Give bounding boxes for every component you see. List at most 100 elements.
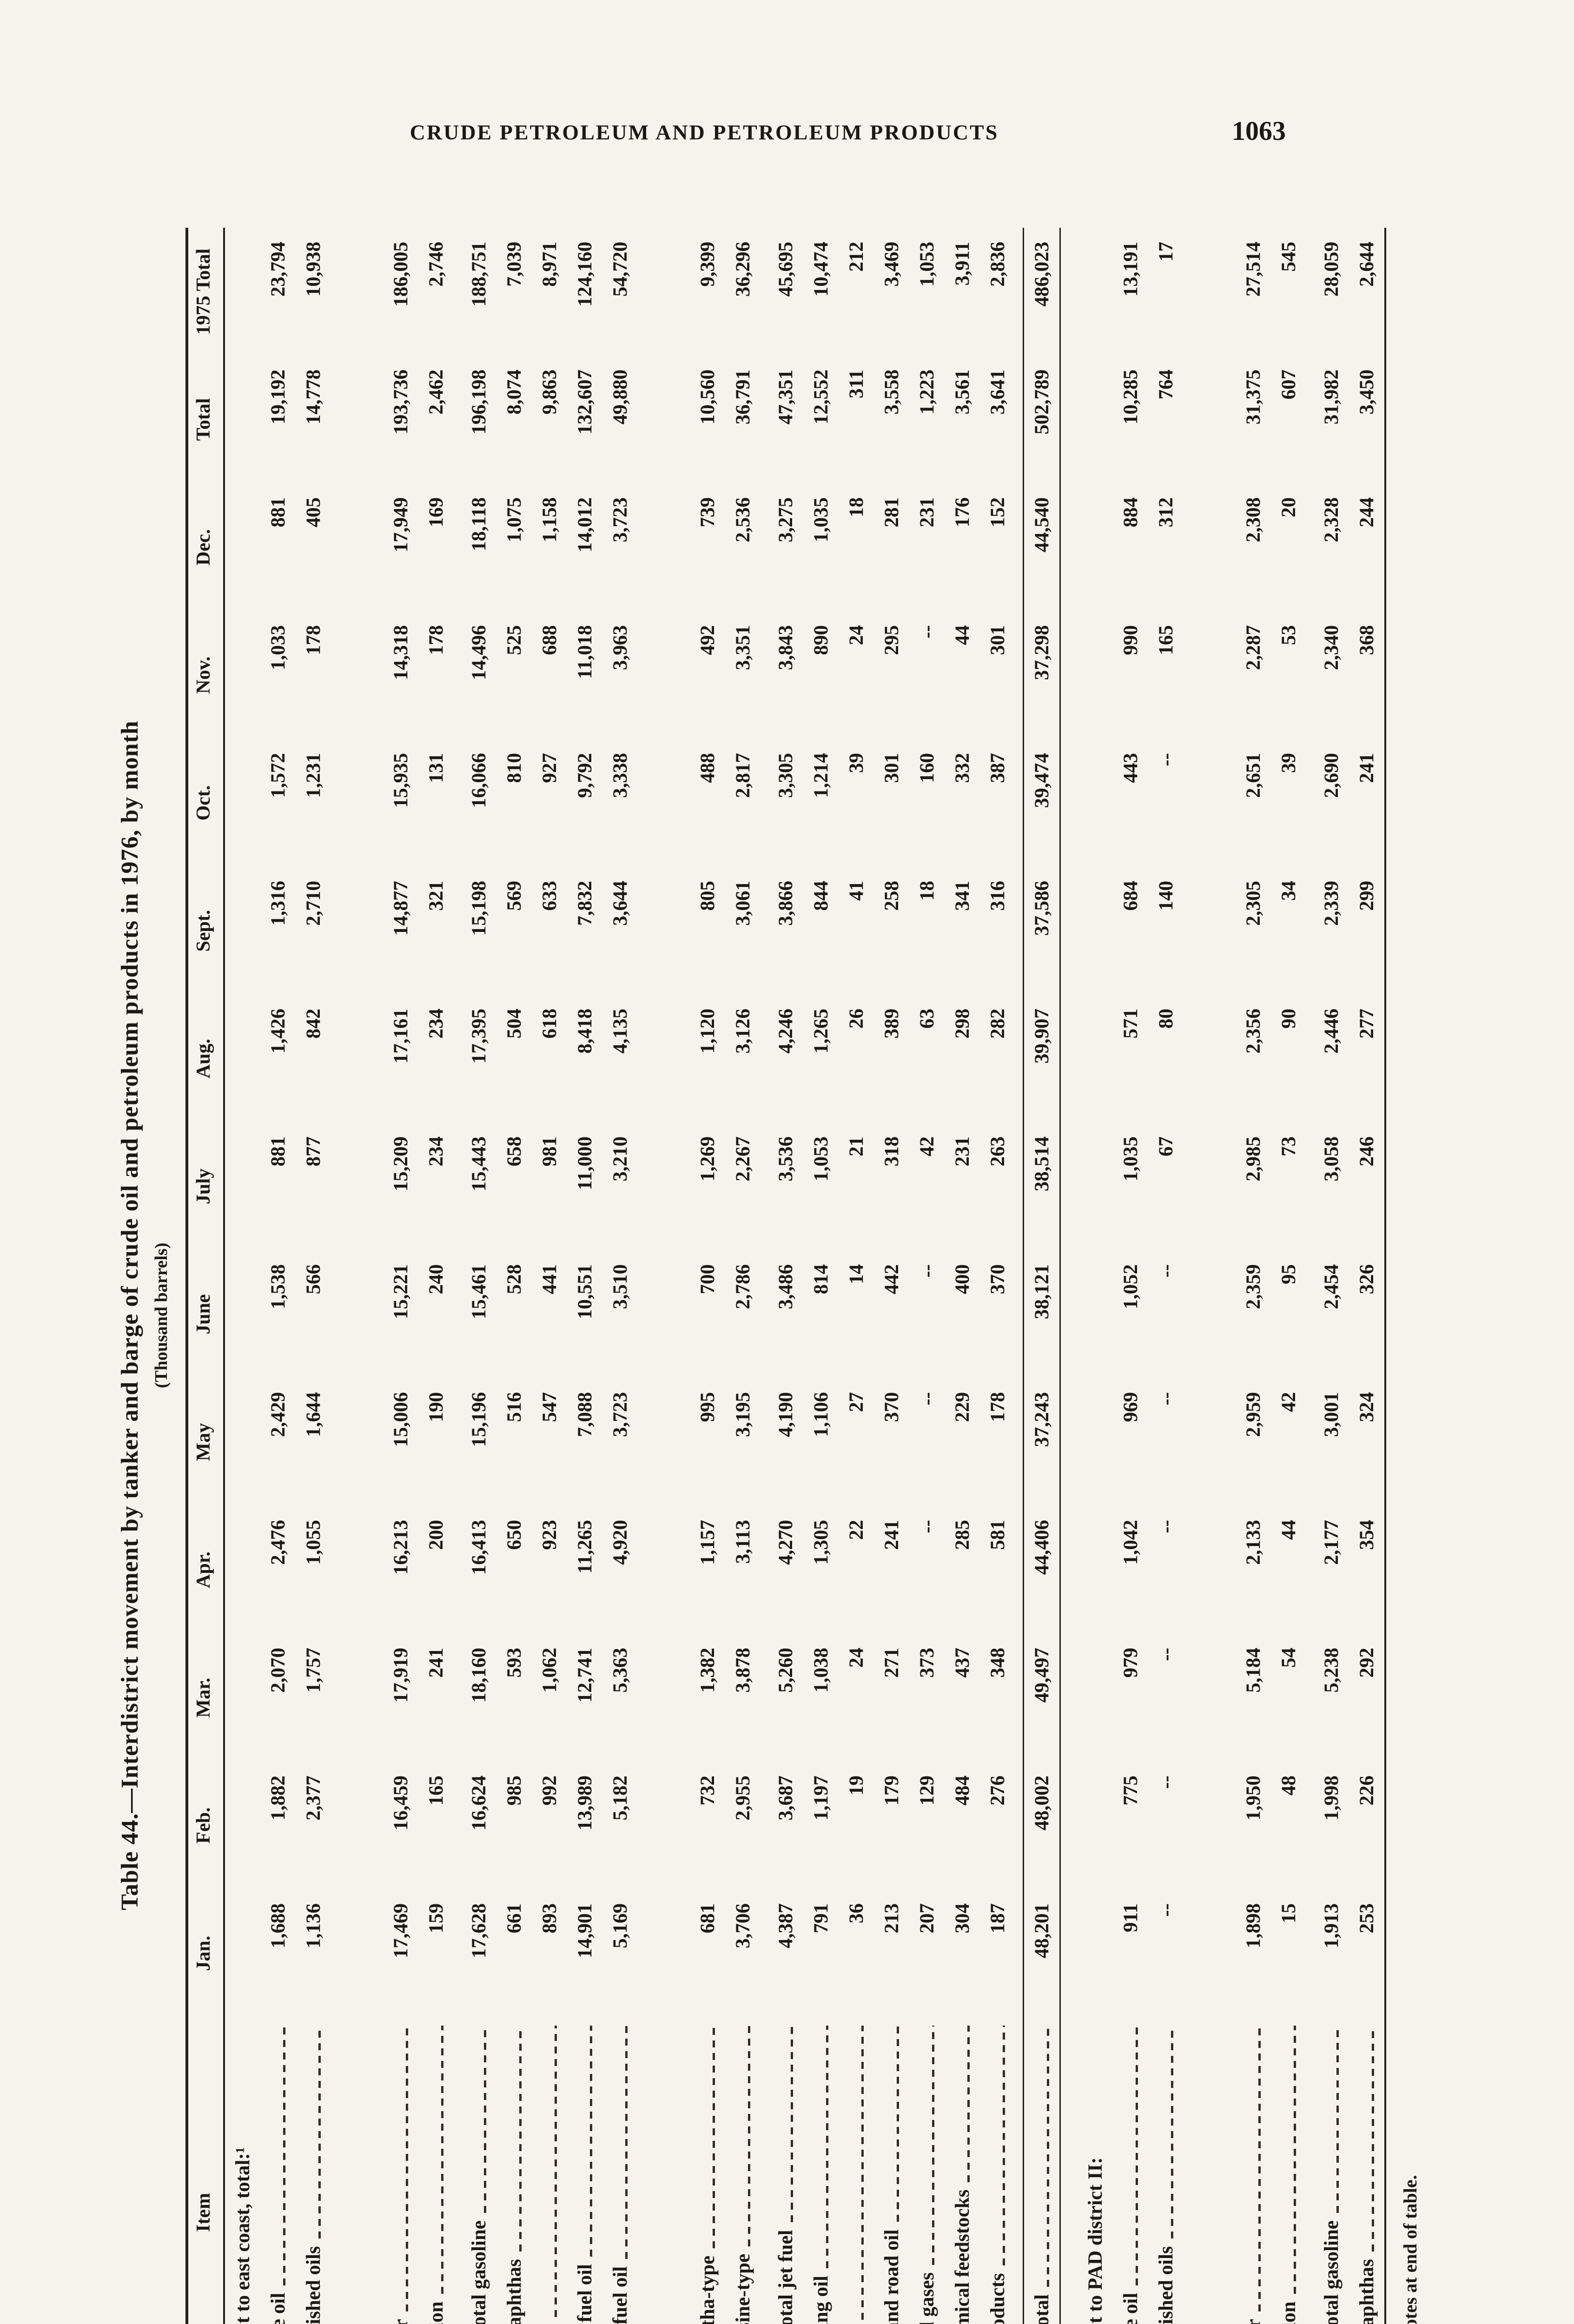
cell: 370 bbox=[880, 1392, 903, 1422]
cell: 178 bbox=[425, 625, 447, 655]
cell: 3,878 bbox=[732, 1648, 754, 1693]
table-row bbox=[1306, 228, 1314, 2324]
cell: 985 bbox=[503, 1776, 525, 1806]
cell: 17,919 bbox=[390, 1648, 412, 1703]
column-header: June bbox=[187, 1250, 225, 1378]
cell: 633 bbox=[538, 881, 561, 911]
cell: 241 bbox=[880, 1520, 903, 1550]
row-label-cell: Liquefied gases bbox=[909, 2017, 945, 2324]
cell: -- bbox=[1155, 1392, 1177, 1406]
cell: 10,285 bbox=[1119, 370, 1142, 425]
cell: 48 bbox=[1277, 1776, 1300, 1796]
cell: 17,395 bbox=[468, 1009, 490, 1064]
dash-leader bbox=[861, 2026, 864, 2324]
dash-leader bbox=[967, 2026, 970, 2182]
cell: 1,913 bbox=[1320, 1903, 1343, 1948]
cell: 7,088 bbox=[574, 1392, 596, 1437]
cell: 1,998 bbox=[1320, 1776, 1343, 1821]
cell: 271 bbox=[880, 1648, 903, 1678]
cell: 14,318 bbox=[390, 625, 412, 680]
cell: 1,120 bbox=[696, 1009, 719, 1054]
cell: 16,213 bbox=[390, 1520, 412, 1575]
dash-leader bbox=[712, 2026, 715, 2248]
cell: 1,035 bbox=[810, 497, 832, 542]
cell: 979 bbox=[1119, 1648, 1142, 1678]
cell: 1,062 bbox=[538, 1648, 561, 1693]
cell: 3,338 bbox=[609, 753, 631, 798]
row-label-cell: Gasoline: bbox=[1200, 2017, 1236, 2324]
cell: 4,135 bbox=[609, 1009, 631, 1054]
table-row bbox=[638, 228, 655, 2324]
cell: 681 bbox=[696, 1903, 719, 1934]
cell: 19,192 bbox=[267, 370, 289, 425]
row-label: Aviation bbox=[1277, 2302, 1300, 2324]
table-row: Motor 1,898 1,950 5,184 2,133 2,959 2,359 2,985… bbox=[1236, 228, 1271, 2324]
cell: 525 bbox=[503, 625, 525, 655]
dash-leader bbox=[318, 2026, 321, 2239]
cell: 547 bbox=[538, 1392, 561, 1422]
cell: 1,644 bbox=[302, 1392, 324, 1437]
cell: 15,221 bbox=[390, 1264, 412, 1320]
row-label-cell: Gulf coast to PAD district II: bbox=[1078, 2017, 1113, 2324]
cell: 2,476 bbox=[267, 1520, 289, 1565]
cell: 881 bbox=[267, 497, 289, 528]
cell: 131 bbox=[425, 753, 447, 783]
cell: 321 bbox=[425, 881, 447, 911]
cell: 311 bbox=[845, 370, 867, 399]
row-label-cell: Crude oil bbox=[260, 2017, 296, 2324]
cell: 298 bbox=[951, 1009, 973, 1039]
cell: 1,052 bbox=[1119, 1264, 1142, 1309]
dash-leader bbox=[1336, 2026, 1339, 2213]
cell: 5,182 bbox=[609, 1776, 631, 1821]
cell: 282 bbox=[986, 1009, 1009, 1039]
cell: 2,786 bbox=[732, 1264, 754, 1309]
spacer bbox=[638, 228, 655, 2324]
cell: 14,778 bbox=[302, 370, 324, 425]
spacer bbox=[1306, 228, 1314, 2324]
cell: 1,316 bbox=[267, 881, 289, 926]
cell: 3,450 bbox=[1356, 370, 1378, 415]
cell: 2,959 bbox=[1242, 1392, 1264, 1437]
dash-leader bbox=[441, 2026, 443, 2294]
column-header: Aug. bbox=[187, 995, 225, 1122]
empty-cells bbox=[1200, 228, 1236, 2017]
cell: 44 bbox=[1277, 1520, 1300, 1540]
cell: 16,624 bbox=[468, 1776, 490, 1831]
dash-leader bbox=[747, 2026, 750, 2246]
column-header: May bbox=[187, 1378, 225, 1506]
cell: 292 bbox=[1356, 1648, 1378, 1678]
table-row: Motor 17,469 16,459 17,919 16,213 15,006 15,22… bbox=[383, 228, 418, 2324]
cell: 1,158 bbox=[538, 497, 561, 542]
cell: 4,246 bbox=[774, 1009, 797, 1054]
empty-cells bbox=[224, 228, 260, 2017]
cell: 10,938 bbox=[302, 242, 324, 297]
cell: 569 bbox=[503, 881, 525, 911]
column-header: Mar. bbox=[187, 1634, 225, 1762]
cell: 246 bbox=[1356, 1136, 1378, 1167]
column-header: Nov. bbox=[187, 611, 225, 739]
cell: 34 bbox=[1277, 881, 1300, 901]
empty-cells bbox=[655, 228, 690, 2017]
cell: 1,053 bbox=[810, 1136, 832, 1182]
cell: 2,305 bbox=[1242, 881, 1264, 926]
row-label-cell: Crude oil bbox=[1113, 2017, 1148, 2324]
dash-leader bbox=[790, 2026, 793, 2223]
cell: 2,287 bbox=[1242, 625, 1264, 670]
movements-table: Item Jan. Feb. Mar. Apr. May June July Aug. Sept.… bbox=[185, 228, 1387, 2324]
cell: 911 bbox=[1119, 1903, 1142, 1933]
table-row: Asphalt and road oil 213 179 271 241 370 442 31… bbox=[874, 228, 909, 2324]
cell: 805 bbox=[696, 881, 719, 911]
cell: 244 bbox=[1356, 497, 1378, 528]
cell: 9,863 bbox=[538, 370, 561, 415]
row-label: Unfinished oils bbox=[302, 2246, 324, 2324]
dash-leader bbox=[826, 2026, 828, 2269]
row-label: Distillate fuel oil bbox=[574, 2264, 596, 2324]
cell: 992 bbox=[538, 1776, 561, 1806]
cell: 658 bbox=[503, 1136, 525, 1167]
cell: 196,198 bbox=[468, 370, 490, 435]
cell: 441 bbox=[538, 1264, 561, 1294]
cell: 661 bbox=[503, 1903, 525, 1934]
cell: 2,177 bbox=[1320, 1520, 1343, 1565]
cell: 581 bbox=[986, 1520, 1009, 1550]
row-label-cell: Gasoline: bbox=[348, 2017, 383, 2324]
